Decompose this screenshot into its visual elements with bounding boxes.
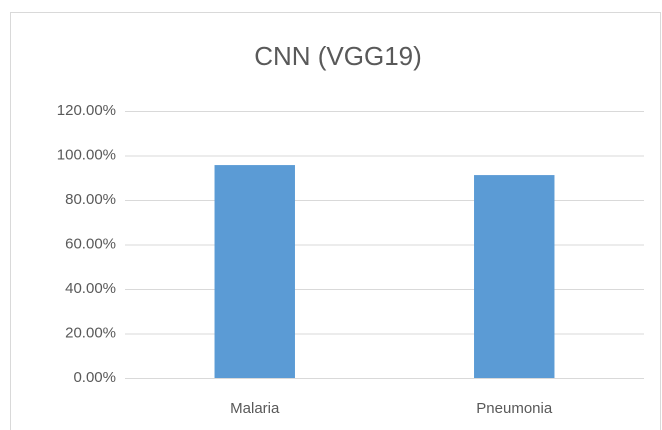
x-tick-label: Malaria: [230, 400, 280, 417]
y-tick-label: 60.00%: [65, 235, 116, 252]
bar: [474, 175, 555, 378]
chart-border: [10, 12, 661, 430]
y-tick-label: 80.00%: [65, 191, 116, 208]
y-tick-label: 100.00%: [57, 146, 116, 163]
y-tick-label: 40.00%: [65, 280, 116, 297]
x-tick-label: Pneumonia: [476, 400, 553, 417]
y-tick-label: 20.00%: [65, 324, 116, 341]
chart-title: CNN (VGG19): [254, 41, 422, 71]
bar: [214, 165, 295, 378]
y-tick-label: 0.00%: [73, 369, 116, 386]
y-tick-label: 120.00%: [57, 102, 116, 119]
